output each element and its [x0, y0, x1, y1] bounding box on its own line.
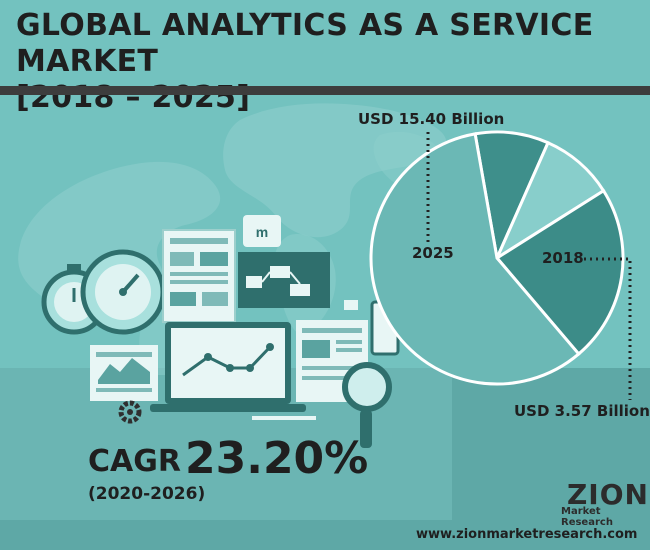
badge-icon	[243, 215, 281, 247]
page-title: GLOBAL ANALYTICS AS A SERVICE MARKET [20…	[16, 8, 650, 116]
cagr-label: CAGR	[88, 444, 181, 479]
footer-band	[0, 520, 650, 550]
pie-slice-2025-light	[369, 132, 581, 386]
pie-slice-2025-dark	[494, 188, 625, 357]
report-icon	[162, 229, 236, 323]
cagr-period: (2020-2026)	[88, 484, 206, 504]
logo: ZION	[567, 478, 649, 511]
logo-subtitle: Market Research	[561, 506, 613, 528]
flow-diagram-icon	[238, 252, 330, 308]
svg-text:m: m	[256, 224, 268, 240]
cagr-value: 23.20%	[185, 433, 369, 484]
title-divider	[0, 86, 650, 95]
website-url: www.zionmarketresearch.com	[416, 527, 638, 542]
magnifier-icon	[342, 362, 392, 448]
slice-label-2018: 2018	[542, 249, 584, 267]
laptop-icon	[150, 322, 306, 412]
gauge-icon	[80, 249, 166, 335]
left-report-icon	[90, 345, 158, 401]
pen-icon	[252, 416, 316, 420]
data-label-2025-value: USD 15.40 Billion	[358, 110, 505, 128]
cup-icon	[344, 300, 358, 310]
data-label-2018-value: USD 3.57 Billion	[514, 402, 650, 420]
slice-label-2025: 2025	[412, 244, 454, 262]
title-line-1: GLOBAL ANALYTICS AS A SERVICE MARKET	[16, 8, 594, 79]
leader-line-2018	[584, 257, 632, 400]
gear-icon	[118, 400, 142, 424]
title-line-2: [2018 – 2025]	[16, 80, 251, 115]
